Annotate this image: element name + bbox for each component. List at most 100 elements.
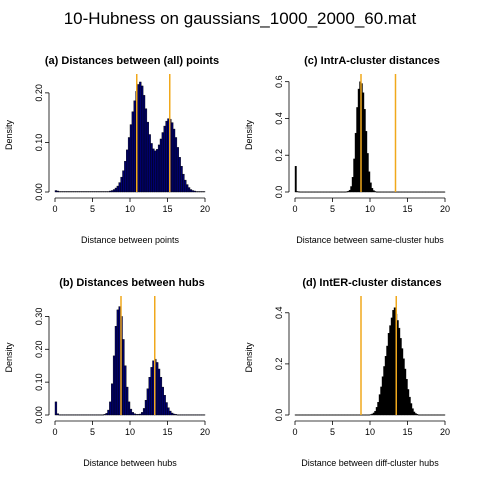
histogram-bar — [354, 414, 357, 416]
histogram-bar — [54, 401, 58, 416]
x-tick-label: 5 — [330, 204, 335, 214]
histogram-bar — [86, 414, 89, 416]
histogram-bar — [54, 190, 58, 193]
histogram-bar — [381, 376, 384, 416]
histogram-bar — [184, 414, 187, 416]
histogram-bar — [420, 191, 423, 193]
histogram-bar — [141, 412, 144, 416]
histogram-bar — [320, 191, 323, 193]
histogram-bar — [157, 368, 161, 416]
histogram-bar — [127, 137, 131, 193]
histogram-bar — [372, 412, 375, 416]
histogram-bar — [347, 191, 350, 193]
histogram-bar — [101, 414, 104, 416]
histogram-bar — [416, 414, 419, 416]
histogram-bar — [66, 191, 69, 193]
x-tick-label: 5 — [90, 427, 95, 437]
histogram-bar — [191, 190, 194, 193]
histogram-bar — [137, 84, 140, 193]
histogram-bar — [139, 81, 142, 193]
x-tick-label: 15 — [402, 427, 412, 437]
histogram-bar — [312, 414, 315, 416]
histogram-bar — [129, 408, 133, 416]
histogram-bar — [64, 414, 67, 416]
histogram-bar — [365, 131, 368, 193]
histogram-bar — [368, 171, 371, 193]
histogram-bar — [323, 414, 326, 416]
histogram-bar — [171, 412, 174, 416]
y-axis-label: Density — [4, 342, 14, 373]
histogram-bar — [422, 191, 425, 193]
histogram-bar — [120, 176, 123, 193]
histogram-bar — [116, 309, 119, 416]
x-tick-label: 0 — [52, 204, 57, 214]
histogram-bar — [64, 191, 67, 193]
histogram-bar — [305, 191, 308, 193]
histogram-bar — [332, 414, 335, 416]
main-title: 10-Hubness on gaussians_1000_2000_60.mat — [64, 9, 417, 28]
histogram-bar — [144, 108, 148, 193]
histogram-bar — [419, 191, 422, 193]
histogram-bar — [84, 191, 88, 193]
histogram-bar — [440, 191, 443, 193]
histogram-bar — [347, 414, 350, 416]
histogram-bar — [419, 414, 422, 416]
histogram-bar — [150, 367, 153, 416]
histogram-bar — [311, 191, 314, 193]
histogram-bar — [384, 191, 387, 193]
y-tick-label: 0.20 — [34, 84, 44, 102]
histogram-bar — [62, 191, 65, 193]
histogram-bar — [184, 179, 187, 193]
histogram-bar — [294, 166, 297, 193]
histogram-bar — [423, 414, 426, 416]
histogram-bar — [432, 191, 435, 193]
histogram-bar — [353, 414, 356, 416]
histogram-bar — [178, 157, 181, 193]
histogram-bar — [425, 414, 428, 416]
histogram-bar — [146, 121, 149, 193]
histogram-bar — [414, 191, 417, 193]
histogram-bar — [308, 191, 311, 193]
histogram-bar — [380, 386, 383, 416]
y-tick-label: 0.0 — [274, 186, 284, 199]
histogram-bar — [199, 414, 202, 416]
histogram-bar — [174, 137, 178, 193]
histogram-bar — [137, 414, 140, 416]
x-axis-label: Distance between same-cluster hubs — [296, 235, 444, 245]
y-tick-label: 0.0 — [274, 409, 284, 422]
histogram-bar — [399, 338, 402, 416]
x-tick-label: 0 — [292, 204, 297, 214]
histogram-bar — [330, 191, 333, 193]
histogram-bar — [309, 414, 312, 416]
histogram-bar — [357, 88, 360, 193]
histogram-bar — [351, 414, 354, 416]
histogram-bar — [393, 307, 396, 416]
x-tick-label: 20 — [200, 427, 210, 437]
histogram-bar — [197, 414, 200, 416]
panel-title: (b) Distances between hubs — [59, 277, 204, 289]
histogram-bar — [339, 191, 342, 193]
histogram-bar — [435, 414, 438, 416]
histogram-bar — [410, 403, 413, 416]
histogram-bar — [392, 310, 395, 416]
histogram-bar — [389, 325, 392, 416]
histogram-bar — [308, 414, 311, 416]
histogram-bar — [79, 191, 82, 193]
histogram-bar — [202, 414, 206, 416]
histogram-bar — [77, 191, 80, 193]
histogram-bar — [344, 414, 347, 416]
x-tick-label: 10 — [365, 427, 375, 437]
histogram-bar — [92, 414, 95, 416]
histogram-bar — [365, 414, 368, 416]
histogram-bar — [368, 414, 371, 416]
histogram-bar — [202, 191, 206, 193]
x-tick-label: 15 — [162, 204, 172, 214]
histogram-bar — [329, 414, 332, 416]
histogram-bar — [58, 191, 61, 193]
histogram-bar — [417, 191, 420, 193]
histogram-bar — [350, 186, 353, 193]
histogram-bar — [133, 413, 136, 416]
histogram-bar — [438, 414, 441, 416]
histogram-bar — [92, 191, 95, 193]
